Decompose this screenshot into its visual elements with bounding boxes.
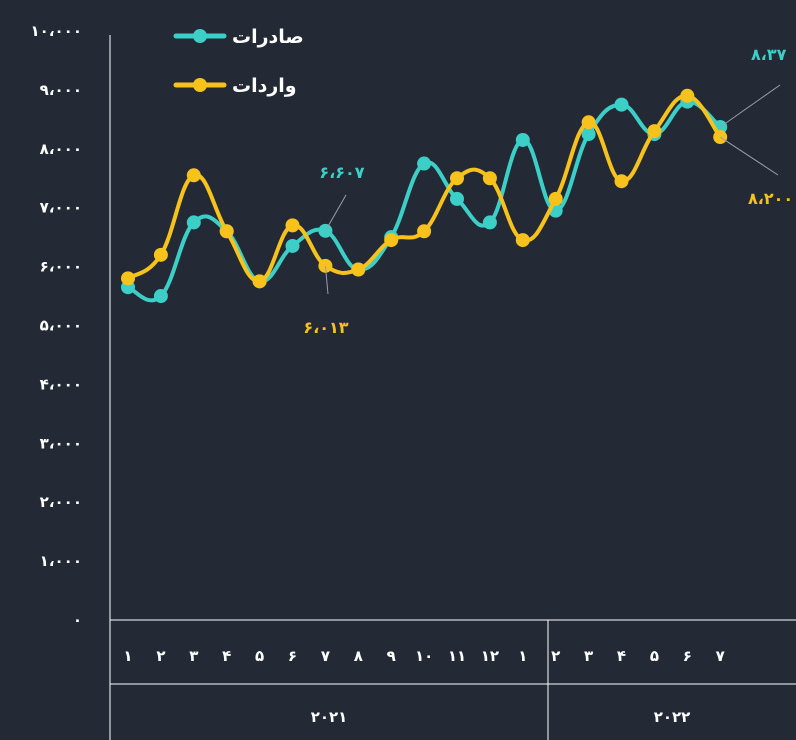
series-2 [121, 88, 728, 289]
y-tick-label: ۶،۰۰۰ [40, 258, 82, 276]
data-point [252, 274, 267, 289]
x-tick-label: ۵ [650, 647, 659, 665]
data-point [417, 224, 432, 239]
legend-label: واردات [232, 75, 297, 97]
y-tick-label: ۱۰،۰۰۰ [31, 22, 82, 40]
data-point [515, 132, 530, 147]
x-tick-label: ۱۲ [481, 647, 499, 665]
data-point [121, 271, 135, 286]
legend-marker-icon [193, 78, 207, 92]
data-point [384, 233, 399, 248]
y-axis-labels: ۰ ۱،۰۰۰ ۲،۰۰۰ ۳،۰۰۰ ۴،۰۰۰ ۵،۰۰۰ ۶،۰۰۰ ۷،۰۰۰ ۸،۰۰… [31, 22, 82, 629]
x-tick-label: ۴ [617, 647, 626, 665]
data-label: ۶،۰۱۳ [303, 318, 348, 337]
data-point [186, 215, 201, 230]
legend-item-2: واردات [173, 75, 297, 97]
x-tick-label: ۳ [584, 647, 593, 665]
y-tick-label: ۲،۰۰۰ [40, 493, 82, 511]
y-tick-label: ۰ [73, 611, 82, 629]
data-point [450, 171, 464, 186]
y-tick-label: ۹،۰۰۰ [40, 81, 82, 99]
data-point [680, 88, 695, 103]
x-tick-label: ۱ [518, 647, 527, 665]
data-point [219, 224, 234, 239]
data-point [614, 174, 629, 189]
data-point [581, 115, 596, 130]
y-tick-label: ۴،۰۰۰ [40, 375, 82, 393]
data-point [285, 218, 300, 233]
legend-label: صادرات [232, 26, 304, 48]
annotation-leader-line [324, 265, 329, 295]
legend-marker-icon [193, 29, 207, 43]
group-labels: ۲۰۲۱ ۲۰۲۲ [311, 708, 691, 726]
x-tick-label: ۶ [683, 647, 692, 665]
annotation-leader-line [719, 84, 781, 128]
x-tick-label: ۵ [255, 647, 264, 665]
x-tick-label: ۷ [716, 647, 725, 665]
x-tick-label: ۱۱ [448, 647, 466, 665]
data-label: ۸،۲۰۰ [748, 189, 793, 208]
x-group-label: ۲۰۲۲ [654, 708, 691, 726]
data-point [548, 191, 563, 206]
x-group-label: ۲۰۲۱ [311, 708, 348, 726]
x-axis-labels: ۱ ۲ ۳ ۴ ۵ ۶ ۷ ۸ ۹ ۱۰ ۱۱ ۱۲ ۱ ۲ ۳ ۴ ۵ ۶ ۷ [123, 647, 724, 665]
data-point [450, 191, 464, 206]
data-point [153, 247, 168, 262]
x-tick-label: ۲ [551, 647, 560, 665]
x-tick-label: ۱ [123, 647, 132, 665]
data-point [581, 127, 596, 142]
series-line [126, 93, 722, 284]
data-point [285, 238, 300, 253]
y-tick-label: ۷،۰۰۰ [40, 199, 82, 217]
x-tick-label: ۹ [387, 647, 396, 665]
x-tick-label: ۶ [288, 647, 297, 665]
annotation-leader-line [324, 194, 347, 232]
annotation-layer: ۶،۶۰۷ ۶،۰۱۳ ۸،۳۷ ۸،۲۰۰ [303, 45, 793, 337]
y-tick-label: ۱،۰۰۰ [40, 552, 82, 570]
data-point [417, 156, 432, 171]
x-tick-label: ۲ [156, 647, 165, 665]
x-tick-label: ۷ [321, 647, 330, 665]
y-tick-label: ۳،۰۰۰ [40, 434, 82, 452]
y-tick-label: ۸،۰۰۰ [40, 140, 82, 158]
x-tick-label: ۳ [189, 647, 198, 665]
x-tick-label: ۱۰ [415, 647, 433, 665]
data-point [153, 289, 168, 304]
data-label: ۸،۳۷ [751, 45, 787, 64]
data-point [351, 262, 366, 277]
data-label: ۶،۶۰۷ [319, 163, 364, 182]
legend: صادرات واردات [173, 26, 304, 97]
series-layer [121, 88, 728, 304]
x-tick-label: ۴ [222, 647, 231, 665]
y-tick-label: ۵،۰۰۰ [40, 317, 82, 335]
data-point [186, 168, 201, 183]
data-point [482, 215, 497, 230]
data-point [482, 171, 497, 186]
data-point [647, 124, 662, 139]
series-line [127, 99, 722, 303]
data-point [515, 233, 530, 248]
annotation-leader-line [719, 136, 779, 176]
data-point [614, 97, 629, 112]
x-tick-label: ۸ [354, 647, 363, 665]
legend-item-1: صادرات [173, 26, 304, 48]
